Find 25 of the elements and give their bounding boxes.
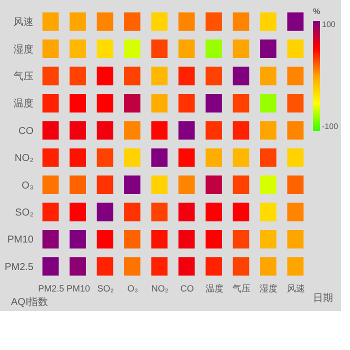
- y-tick-label: PM10: [7, 234, 34, 246]
- x-tick-label: PM10: [66, 284, 90, 294]
- x-tick-label: 风速: [286, 284, 305, 294]
- color-bar-label: 100: [322, 20, 336, 29]
- text: AQI指数: [11, 296, 48, 308]
- y-tick-label: CO: [18, 126, 34, 137]
- x-tick-label: SO₂: [97, 284, 114, 294]
- y-tick-label: 气压: [14, 70, 34, 82]
- y-tick-label: 风速: [14, 16, 34, 28]
- legend-title: %: [313, 7, 320, 16]
- x-tick-label: 温度: [205, 284, 224, 294]
- y-tick-label: SO₂: [15, 208, 34, 218]
- y-tick-label: 湿度: [14, 43, 34, 56]
- y-tick-label: NO₂: [14, 153, 34, 164]
- x-tick-label: NO₂: [151, 284, 169, 294]
- x-tick-label: 湿度: [260, 284, 278, 294]
- x-tick-label: 气压: [232, 284, 250, 294]
- color-bar-label: -100: [322, 122, 339, 131]
- y-tick-label: 温度: [14, 98, 34, 110]
- x-tick-label: CO: [180, 284, 194, 294]
- y-tick-label: O₃: [22, 180, 34, 192]
- text: 日期: [313, 292, 333, 304]
- x-tick-label: O₃: [127, 284, 138, 294]
- x-tick-label: PM2.5: [38, 284, 64, 294]
- y-tick-label: PM2.5: [4, 262, 34, 273]
